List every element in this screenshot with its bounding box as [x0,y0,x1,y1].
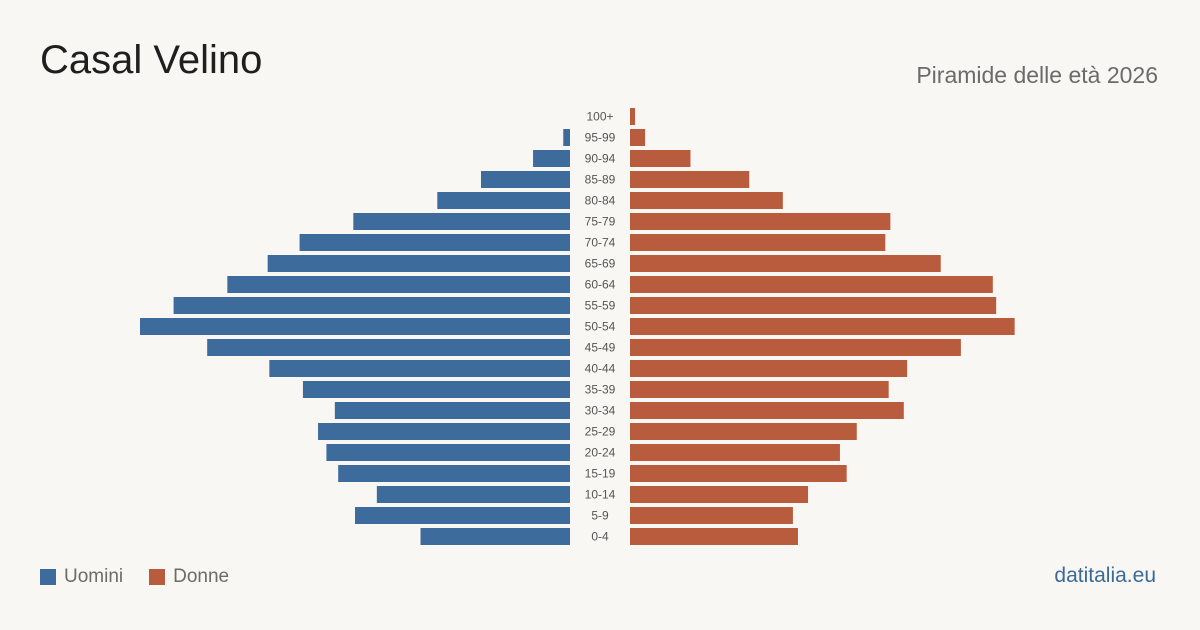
bar-women-10-14 [630,486,809,503]
legend-label-women: Donne [173,566,230,587]
age-label-40-44: 40-44 [585,362,616,376]
age-label-85-89: 85-89 [585,173,616,187]
bar-men-90-94 [533,150,570,167]
bar-men-60-64 [227,276,570,293]
age-label-50-54: 50-54 [585,320,616,334]
bar-women-0-4 [630,528,798,545]
source-link[interactable]: datitalia.eu [1054,564,1156,587]
bar-men-40-44 [269,360,570,377]
chart-subtitle: Piramide delle età 2026 [916,62,1158,88]
bar-men-75-79 [353,213,570,230]
bar-men-35-39 [302,381,570,398]
bar-men-15-19 [338,465,570,482]
age-label-15-19: 15-19 [585,467,616,481]
bar-men-0-4 [420,528,570,545]
age-label-30-34: 30-34 [585,404,616,418]
men-bars-group [140,129,570,545]
bar-men-45-49 [207,339,570,356]
bar-men-25-29 [318,423,570,440]
age-label-70-74: 70-74 [585,236,616,250]
population-pyramid-chart: 100+ 95-99 90-94 85-89 80-84 75-79 70-74 65-69 6… [140,108,1015,545]
age-label-65-69: 65-69 [585,257,616,271]
age-label-80-84: 80-84 [585,194,616,208]
age-label-90-94: 90-94 [585,152,616,166]
bar-men-5-9 [355,507,570,524]
bar-men-85-89 [480,171,570,188]
chart-title: Casal Velino [40,38,263,82]
age-labels-group: 100+ 95-99 90-94 85-89 80-84 75-79 70-74 65-69 6… [585,110,616,544]
bar-women-95-99 [630,129,646,146]
bar-women-30-34 [630,402,904,419]
age-label-5-9: 5-9 [591,509,609,523]
bar-women-45-49 [630,339,961,356]
bar-women-60-64 [630,276,993,293]
age-label-45-49: 45-49 [585,341,616,355]
bar-men-55-59 [173,297,570,314]
age-label-0-4: 0-4 [591,530,609,544]
bar-women-50-54 [630,318,1015,335]
bar-women-75-79 [630,213,891,230]
legend-item-men: Uomini [40,566,123,588]
age-label-35-39: 35-39 [585,383,616,397]
bar-men-10-14 [376,486,570,503]
bar-women-20-24 [630,444,840,461]
bar-women-80-84 [630,192,783,209]
legend: Uomini Donne [40,566,229,588]
bar-women-85-89 [630,171,750,188]
bar-women-65-69 [630,255,941,272]
bar-men-20-24 [326,444,570,461]
age-label-60-64: 60-64 [585,278,616,292]
age-label-95-99: 95-99 [585,131,616,145]
age-label-10-14: 10-14 [585,488,616,502]
women-bars-group [630,108,1015,545]
age-label-55-59: 55-59 [585,299,616,313]
bar-men-30-34 [334,402,570,419]
legend-label-men: Uomini [64,566,124,587]
legend-swatch-women [149,569,166,585]
legend-swatch-men [40,569,56,585]
age-label-25-29: 25-29 [585,425,616,439]
bar-men-70-74 [299,234,570,251]
age-label-75-79: 75-79 [585,215,616,229]
bar-women-55-59 [630,297,997,314]
bar-women-70-74 [630,234,886,251]
bar-women-15-19 [630,465,847,482]
bar-women-90-94 [630,150,691,167]
bar-women-25-29 [630,423,857,440]
bar-women-100+ [630,108,636,125]
age-label-20-24: 20-24 [585,446,616,460]
bar-men-50-54 [140,318,570,335]
bar-men-80-84 [437,192,570,209]
bar-women-5-9 [630,507,793,524]
legend-item-women: Donne [149,566,229,588]
age-label-100+: 100+ [586,110,613,124]
bar-men-65-69 [267,255,570,272]
bar-men-95-99 [563,129,570,146]
bar-women-35-39 [630,381,889,398]
bar-women-40-44 [630,360,908,377]
